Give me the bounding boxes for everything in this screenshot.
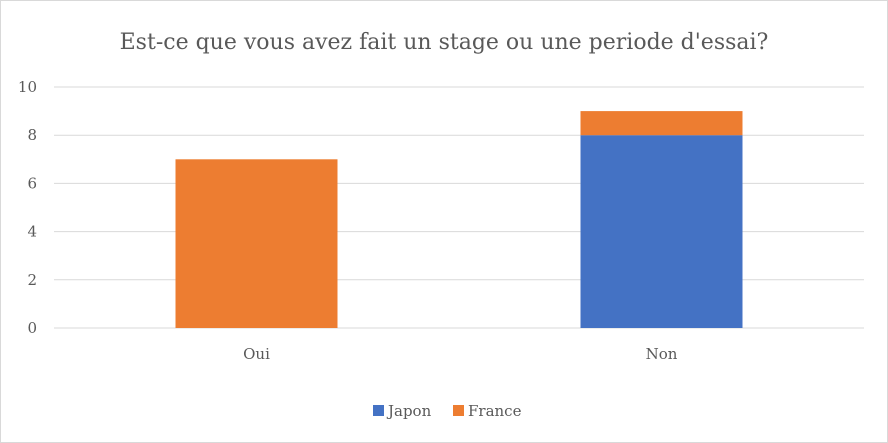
bar-france-oui [175,159,338,328]
legend-label: Japon [386,402,432,420]
x-axis-ticks: Oui Non [243,345,678,363]
y-tick-label: 4 [27,223,37,241]
y-tick-label: 6 [27,174,37,192]
x-tick-label: Oui [243,345,270,363]
chart-title: Est-ce que vous avez fait un stage ou un… [120,30,769,55]
bars [175,111,743,328]
bar-france-non [580,111,743,136]
y-tick-label: 2 [27,271,37,289]
y-tick-label: 0 [27,319,37,337]
bar-japon-non [580,135,743,328]
x-tick-label: Non [646,345,678,363]
legend-swatch-japon [373,405,384,416]
legend-label: France [468,402,522,420]
y-tick-label: 8 [27,126,37,144]
legend-swatch-france [453,405,464,416]
y-tick-label: 10 [18,78,37,96]
y-axis-ticks: 0 2 4 6 8 10 [18,78,37,337]
legend: Japon France [373,402,522,420]
